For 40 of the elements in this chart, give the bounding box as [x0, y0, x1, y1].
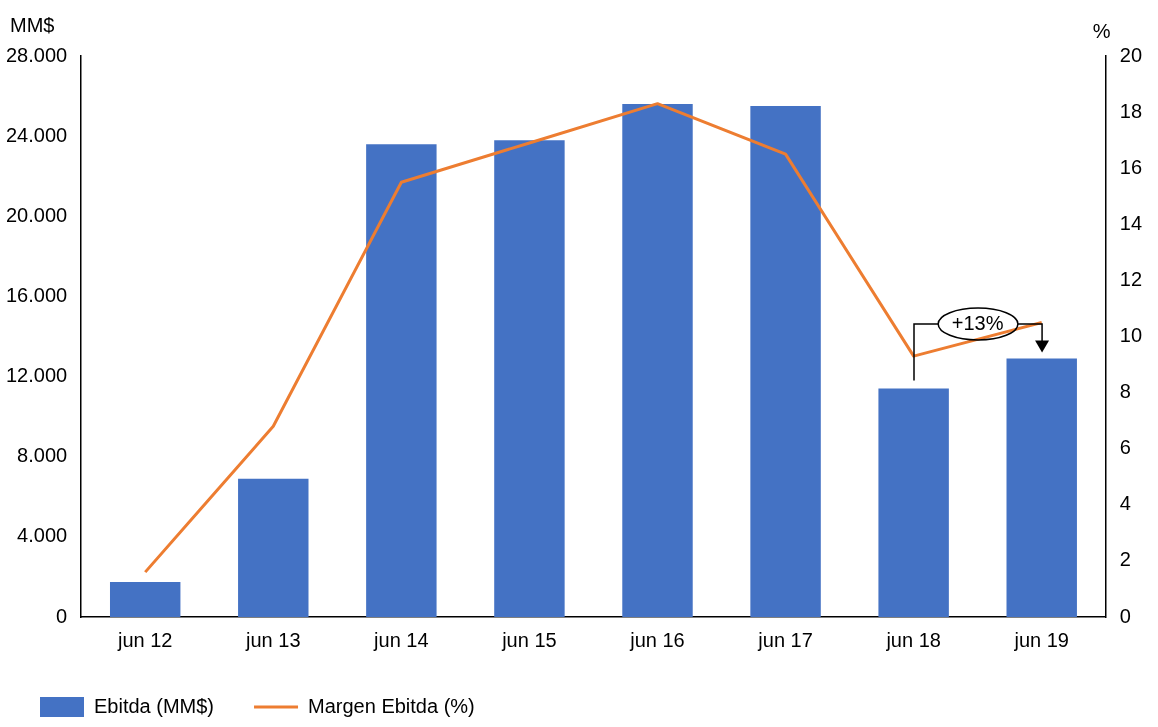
x-tick-label: jun 12: [116, 628, 173, 651]
y2-tick-label: 4: [1119, 492, 1131, 515]
y-tick-label: 12.000: [6, 364, 68, 387]
legend-label: Ebitda (MM$): [94, 694, 215, 717]
y2-tick-label: 16: [1119, 155, 1142, 178]
bar: [1006, 358, 1077, 617]
bar: [366, 144, 437, 617]
bar: [622, 104, 693, 617]
bar: [878, 388, 949, 617]
y-tick-label: 8.000: [17, 444, 68, 467]
bar: [494, 140, 565, 617]
y-tick-label: 24.000: [6, 123, 68, 146]
y-tick-label: 20.000: [6, 203, 68, 226]
y2-tick-label: 12: [1119, 267, 1142, 290]
annotation: +13%: [951, 311, 1004, 334]
y2-tick-label: 6: [1119, 436, 1131, 459]
y2-tick-label: 10: [1119, 324, 1142, 347]
bar: [750, 106, 821, 617]
y2-tick-label: 20: [1119, 43, 1142, 66]
y-tick-label: 4.000: [17, 524, 68, 547]
y2-tick-label: 0: [1119, 604, 1131, 627]
bar: [109, 581, 181, 617]
y-tick-label: 16.000: [6, 283, 68, 306]
x-tick-label: jun 14: [373, 628, 429, 651]
x-tick-label: jun 18: [885, 628, 941, 651]
y2-axis-title: %: [1092, 19, 1111, 42]
x-tick-label: jun 17: [757, 628, 813, 651]
x-tick-label: jun 13: [245, 628, 301, 651]
bar: [238, 478, 309, 617]
x-tick-label: jun 15: [501, 628, 557, 651]
y2-tick-label: 18: [1119, 99, 1142, 122]
y2-tick-label: 2: [1119, 548, 1131, 571]
x-tick-label: jun 16: [629, 628, 685, 651]
y-tick-label: 0: [56, 604, 68, 627]
legend-label: Margen Ebitda (%): [308, 694, 475, 717]
y-axis-title: MM$: [10, 13, 55, 36]
x-tick-label: jun 19: [1013, 628, 1069, 651]
y2-tick-label: 14: [1119, 211, 1142, 234]
y2-tick-label: 8: [1119, 380, 1131, 403]
y-tick-label: 28.000: [6, 43, 68, 66]
